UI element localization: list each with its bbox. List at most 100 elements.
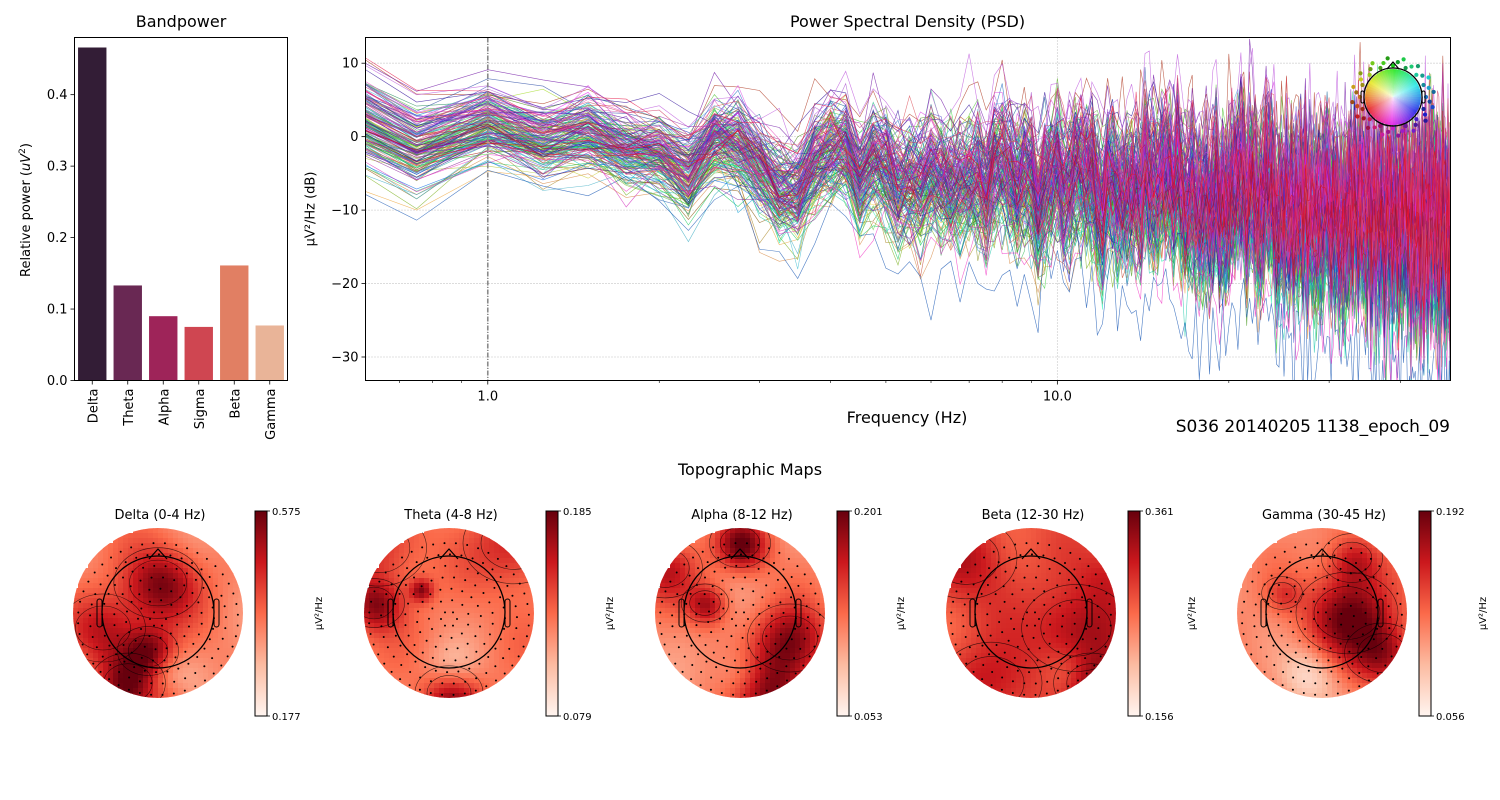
sensor-dot — [1431, 89, 1436, 95]
psd-channel-trace — [365, 148, 1451, 381]
colorbar-min-label: 0.079 — [563, 712, 592, 723]
sensor-dot — [1426, 75, 1431, 80]
bandpower-axes-frame — [74, 37, 288, 381]
topomap-title: Theta (4-8 Hz) — [403, 508, 497, 523]
contour-line — [364, 528, 411, 573]
contour-line — [1021, 584, 1116, 672]
psd-channel-trace — [365, 111, 1451, 318]
contour-line — [1261, 576, 1303, 610]
sensor-dot — [1386, 129, 1391, 134]
nose — [439, 548, 459, 560]
contour-line — [73, 593, 146, 663]
sensor-dot — [1351, 84, 1356, 90]
colorbar-max-label: 0.192 — [1436, 507, 1465, 518]
sensor-dot — [1403, 123, 1408, 129]
contour-line — [480, 528, 534, 570]
x-tick-label: Gamma — [264, 389, 279, 440]
colorbar — [836, 510, 850, 717]
psd-traces — [365, 38, 1451, 381]
bar-delta — [78, 47, 107, 381]
contour-line — [946, 641, 1043, 698]
y-tick-label: 0.3 — [47, 160, 68, 175]
contour-line — [75, 605, 131, 651]
sensor-dots — [659, 542, 821, 696]
contour-line — [113, 547, 203, 619]
psd-channel-trace — [365, 124, 1451, 381]
right-ear — [1086, 598, 1093, 628]
right-ear — [1421, 90, 1426, 104]
y-tick-label: 0 — [350, 130, 358, 145]
sensor-dot — [1361, 116, 1366, 121]
colorbar-unit-label: µV²/Hz — [605, 597, 616, 630]
y-tick-label: 0.2 — [47, 231, 68, 246]
left-ear — [387, 598, 394, 628]
bar-sigma — [184, 326, 213, 381]
sensor-dot — [1372, 125, 1377, 130]
right-ear — [504, 598, 511, 628]
sensor-dot — [1395, 60, 1400, 65]
contour-line — [364, 578, 405, 628]
topomap-theta: Theta (4-8 Hz) 0.185 0.079 µV²/Hz — [364, 507, 616, 723]
contour-line — [719, 528, 761, 560]
topomap-field — [655, 528, 825, 698]
sensor-dots — [368, 542, 530, 696]
psd-ylabel: µV²/Hz (dB) — [303, 171, 319, 247]
contour-line — [1295, 571, 1399, 655]
colorbar-unit-label: µV²/Hz — [1187, 597, 1198, 630]
sensor-dot — [1390, 126, 1396, 131]
colorbar — [1127, 510, 1141, 717]
x-tick-label: Sigma — [193, 389, 208, 430]
colorbar-unit-label: µV²/Hz — [896, 597, 907, 630]
left-ear — [96, 598, 103, 628]
x-tick-label: 10.0 — [1043, 390, 1072, 405]
topomap-field — [1237, 528, 1407, 698]
psd-channel-trace — [365, 114, 1451, 271]
psd-channel-trace — [365, 76, 1451, 220]
contour-line — [129, 559, 187, 607]
sensor-dot — [1421, 106, 1426, 112]
topomap-title: Alpha (8-12 Hz) — [691, 508, 792, 523]
sensor-dot — [1368, 67, 1373, 72]
sensor-dot — [1390, 63, 1396, 68]
sensor-dot — [1365, 125, 1371, 131]
contour-line — [689, 590, 721, 616]
contour-line — [462, 528, 534, 585]
topomaps-title: Topographic Maps — [677, 460, 823, 479]
right-ear — [1377, 598, 1384, 628]
contour-line — [1313, 586, 1381, 640]
topomap-alpha: Alpha (8-12 Hz) 0.201 0.053 µV²/Hz — [655, 507, 907, 723]
psd-channel-trace — [365, 129, 1451, 377]
left-ear — [969, 598, 976, 628]
sensor-dot — [1380, 132, 1385, 137]
nose — [148, 548, 168, 560]
sensor-dot — [1415, 63, 1421, 69]
sensor-dot — [1422, 112, 1428, 117]
y-tick-label: 10 — [342, 57, 359, 72]
topomap-title: Delta (0-4 Hz) — [115, 508, 206, 523]
left-ear — [1360, 90, 1365, 104]
psd-channel-trace — [365, 105, 1451, 274]
colorbar-min-label: 0.056 — [1436, 712, 1465, 723]
bar-gamma — [255, 325, 284, 381]
colorbar — [545, 510, 559, 717]
sensor-dot — [1421, 82, 1426, 88]
contour-line — [1053, 652, 1116, 698]
sensor-dot — [1426, 85, 1431, 91]
sensor-dot — [1396, 133, 1401, 138]
sensor-dot — [1400, 128, 1405, 134]
x-tick-label: Alpha — [157, 389, 172, 426]
topomap-beta: Beta (12-30 Hz) 0.361 0.156 µV²/Hz — [946, 507, 1198, 723]
sensor-dot — [1370, 61, 1375, 66]
psd-xlabel: Frequency (Hz) — [846, 408, 968, 427]
y-tick-label: −10 — [331, 204, 358, 219]
right-ear — [795, 598, 802, 628]
sensor-dot — [1381, 60, 1386, 66]
sensor-dot — [1367, 117, 1372, 122]
sensor-dot — [1360, 82, 1365, 88]
y-tick-label: −30 — [331, 350, 358, 365]
contour-line — [1321, 533, 1383, 583]
epoch-subtitle: S036 20140205 1138_epoch_09 — [1175, 417, 1450, 437]
right-ear — [213, 598, 220, 628]
colorbar-unit-label: µV²/Hz — [1478, 597, 1489, 630]
sensor-dot — [1378, 65, 1383, 71]
